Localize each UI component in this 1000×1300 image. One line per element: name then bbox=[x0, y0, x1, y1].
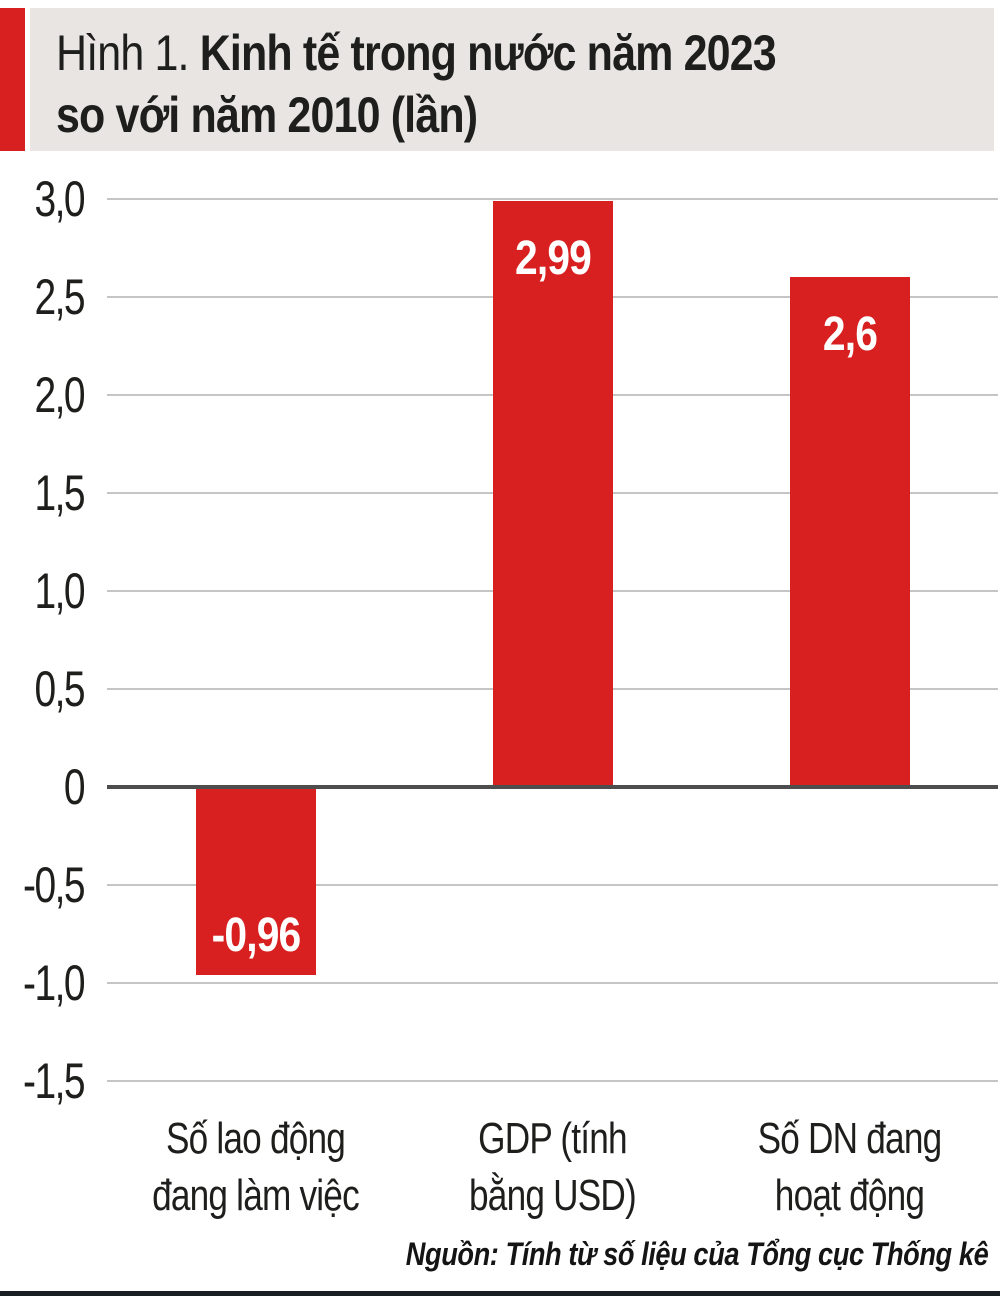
y-axis-tick-label: 1,0 bbox=[34, 563, 85, 619]
figure-label: Hình 1. bbox=[56, 25, 189, 81]
bottom-divider bbox=[0, 1291, 1000, 1296]
category-label-line: Số DN đang bbox=[757, 1114, 943, 1163]
y-axis-tick-label: 3,0 bbox=[34, 171, 85, 227]
gridline bbox=[107, 884, 998, 886]
category-label-line: Số lao động bbox=[165, 1114, 346, 1163]
y-axis-tick-label: -0,5 bbox=[23, 857, 86, 913]
y-axis-tick-label: 1,5 bbox=[34, 465, 85, 521]
category-label-line: đang làm việc bbox=[152, 1171, 360, 1220]
gridline bbox=[107, 198, 998, 200]
x-axis-category-label: Số DN đang hoạt động bbox=[731, 1110, 969, 1224]
x-axis-category-label: Số lao động đang làm việc bbox=[137, 1110, 375, 1224]
figure-title-box: Hình 1. Kinh tế trong nước năm 2023 so v… bbox=[30, 8, 994, 151]
bar-value-label: 2,99 bbox=[514, 231, 591, 285]
y-axis-tick-label: -1,0 bbox=[23, 955, 86, 1011]
gridline bbox=[107, 1080, 998, 1082]
category-label-line: bằng USD) bbox=[469, 1171, 637, 1220]
zero-axis-line bbox=[107, 785, 998, 789]
bar-value-label: -0,96 bbox=[211, 909, 301, 963]
bar-1: -0,96 bbox=[195, 787, 316, 976]
category-label-line: hoạt động bbox=[774, 1171, 925, 1220]
header-accent-bar bbox=[0, 8, 25, 151]
y-axis-tick-label: 2,5 bbox=[34, 269, 85, 325]
source-caption: Nguồn: Tính từ số liệu của Tổng cục Thốn… bbox=[405, 1236, 989, 1272]
x-axis-category-label: GDP (tính bằng USD) bbox=[434, 1110, 672, 1224]
bar-2: 2,99 bbox=[492, 200, 613, 787]
figure-title-line1: Kinh tế trong nước năm 2023 bbox=[199, 25, 777, 81]
bar-3: 2,6 bbox=[789, 277, 910, 787]
bar-value-label: 2,6 bbox=[822, 308, 877, 362]
y-axis-tick-label: -1,5 bbox=[23, 1053, 86, 1109]
y-axis-tick-label: 0 bbox=[63, 759, 86, 815]
y-axis-tick-label: 0,5 bbox=[34, 661, 85, 717]
figure-title: Hình 1. Kinh tế trong nước năm 2023 so v… bbox=[56, 22, 777, 146]
gridline bbox=[107, 982, 998, 984]
y-axis-tick-label: 2,0 bbox=[34, 367, 85, 423]
category-label-line: GDP (tính bbox=[478, 1114, 627, 1163]
figure-title-line2: so với năm 2010 (lần) bbox=[56, 87, 478, 143]
